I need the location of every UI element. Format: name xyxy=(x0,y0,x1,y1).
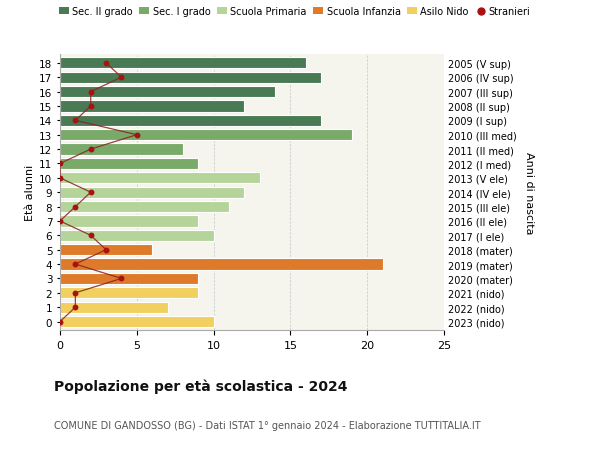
Point xyxy=(71,290,80,297)
Bar xyxy=(60,101,244,112)
Bar xyxy=(60,130,352,141)
Point xyxy=(116,74,126,82)
Text: COMUNE DI GANDOSSO (BG) - Dati ISTAT 1° gennaio 2024 - Elaborazione TUTTITALIA.I: COMUNE DI GANDOSSO (BG) - Dati ISTAT 1° … xyxy=(54,420,481,430)
Bar xyxy=(60,144,183,155)
Point xyxy=(55,175,65,182)
Point xyxy=(71,203,80,211)
Point xyxy=(86,232,95,240)
Bar xyxy=(60,202,229,213)
Point xyxy=(71,118,80,125)
Point xyxy=(101,60,111,67)
Bar xyxy=(60,58,306,69)
Point xyxy=(71,261,80,268)
Bar xyxy=(60,158,198,170)
Y-axis label: Età alunni: Età alunni xyxy=(25,165,35,221)
Point xyxy=(55,318,65,325)
Bar xyxy=(60,302,167,313)
Point xyxy=(55,218,65,225)
Bar xyxy=(60,187,244,198)
Point xyxy=(86,89,95,96)
Point xyxy=(86,103,95,110)
Point xyxy=(101,246,111,254)
Point xyxy=(71,304,80,311)
Bar xyxy=(60,87,275,98)
Bar xyxy=(60,73,321,84)
Bar xyxy=(60,273,198,285)
Bar xyxy=(60,316,214,327)
Bar xyxy=(60,245,152,256)
Point xyxy=(55,160,65,168)
Legend: Sec. II grado, Sec. I grado, Scuola Primaria, Scuola Infanzia, Asilo Nido, Stran: Sec. II grado, Sec. I grado, Scuola Prim… xyxy=(59,7,530,17)
Y-axis label: Anni di nascita: Anni di nascita xyxy=(524,151,533,234)
Point xyxy=(132,132,142,139)
Bar xyxy=(60,216,198,227)
Text: Popolazione per età scolastica - 2024: Popolazione per età scolastica - 2024 xyxy=(54,379,347,393)
Bar xyxy=(60,230,214,241)
Point xyxy=(86,189,95,196)
Point xyxy=(86,146,95,153)
Bar xyxy=(60,116,321,127)
Bar xyxy=(60,259,383,270)
Point xyxy=(116,275,126,282)
Bar xyxy=(60,288,198,299)
Bar xyxy=(60,173,260,184)
